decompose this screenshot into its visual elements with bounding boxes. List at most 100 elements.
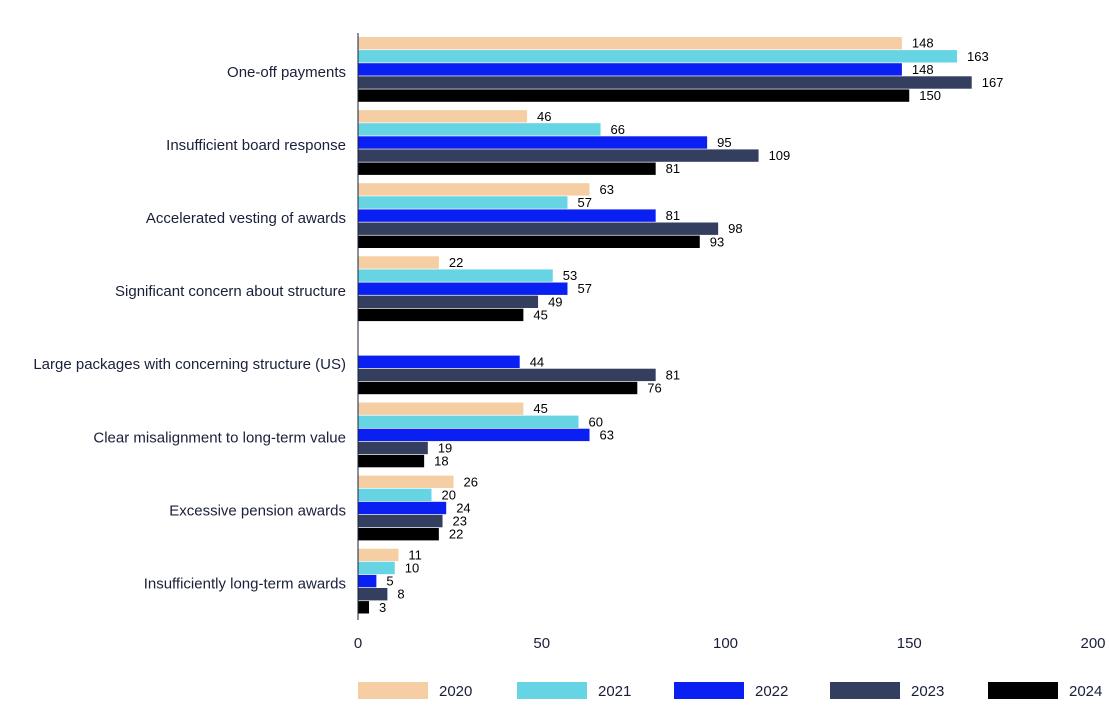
value-label: 49	[548, 294, 562, 309]
bar-2022-4	[358, 355, 520, 368]
value-label: 22	[449, 527, 463, 542]
value-label: 3	[379, 600, 386, 615]
bar-2024-5	[358, 454, 425, 468]
legend-swatch-2020	[358, 682, 428, 699]
bar-2022-5	[358, 428, 590, 442]
x-tick-label: 50	[533, 635, 550, 652]
value-label: 45	[533, 401, 547, 416]
category-label: Insufficient board response	[166, 137, 346, 154]
bar-2022-3	[358, 282, 568, 295]
bar-2020-3	[358, 256, 439, 269]
bar-2021-0	[358, 50, 958, 63]
bar-2024-1	[358, 162, 656, 175]
bar-2020-7	[358, 548, 399, 562]
category-label: Accelerated vesting of awards	[146, 210, 346, 227]
value-label: 22	[449, 255, 463, 270]
value-label: 44	[530, 354, 544, 369]
bar-2021-3	[358, 269, 553, 282]
bar-2023-3	[358, 295, 539, 308]
value-label: 11	[408, 547, 422, 562]
bar-2023-2	[358, 222, 719, 235]
category-labels-layer: One-off payments Insufficient board respo…	[33, 64, 346, 593]
legend: 2020 2021 2022 2023 2024	[358, 682, 1102, 700]
value-label: 19	[438, 441, 452, 456]
category-label: Large packages with concerning structure…	[33, 356, 346, 373]
bar-2023-0	[358, 76, 972, 89]
bar-2022-0	[358, 63, 902, 76]
bar-2024-6	[358, 528, 439, 541]
value-label: 109	[769, 148, 791, 163]
value-label: 98	[728, 221, 742, 236]
value-label: 95	[717, 135, 731, 150]
bar-2021-5	[358, 415, 579, 428]
value-label: 93	[710, 234, 724, 249]
x-tick-label: 0	[354, 635, 362, 652]
bar-2022-6	[358, 501, 447, 515]
category-label: Significant concern about structure	[115, 283, 346, 300]
value-label: 60	[589, 414, 603, 429]
value-label: 150	[919, 88, 941, 103]
legend-swatch-2023	[830, 682, 900, 699]
value-label: 57	[577, 281, 591, 296]
value-label: 63	[600, 182, 614, 197]
value-label: 148	[912, 36, 934, 51]
bar-2023-4	[358, 368, 656, 382]
value-label: 57	[577, 195, 591, 210]
legend-swatch-2022	[674, 682, 744, 699]
value-label: 81	[666, 208, 680, 223]
bar-2023-7	[358, 588, 388, 601]
legend-swatch-2021	[517, 682, 587, 699]
category-label: One-off payments	[227, 64, 346, 81]
legend-swatch-2024	[988, 682, 1058, 699]
axis-layer: 0 50 100 150 200	[354, 33, 1106, 652]
bar-2020-2	[358, 183, 590, 196]
bar-2022-2	[358, 209, 656, 222]
bar-2022-7	[358, 574, 377, 588]
value-label: 45	[533, 307, 547, 322]
bar-2021-7	[358, 561, 395, 575]
legend-label: 2024	[1069, 683, 1102, 700]
value-label: 46	[537, 109, 551, 124]
value-label: 81	[666, 161, 680, 176]
value-label: 23	[453, 514, 467, 529]
category-label: Excessive pension awards	[169, 502, 346, 519]
bar-2023-1	[358, 149, 759, 162]
bar-2024-4	[358, 381, 638, 395]
bar-2020-6	[358, 475, 454, 488]
bar-2024-3	[358, 308, 524, 322]
value-labels-layer: 148 163 148 167 150 46 66 95 109 81 63 57 81 98 93 22 53…	[379, 36, 1003, 615]
legend-label: 2023	[911, 683, 944, 700]
value-label: 24	[456, 501, 470, 516]
value-label: 76	[647, 381, 661, 396]
bar-2020-0	[358, 37, 902, 50]
value-label: 18	[434, 454, 448, 469]
bar-2021-2	[358, 196, 568, 209]
bar-2024-0	[358, 89, 910, 102]
value-label: 26	[464, 474, 478, 489]
bar-2024-7	[358, 601, 370, 614]
legend-label: 2021	[598, 683, 631, 700]
bar-2023-6	[358, 514, 443, 528]
bar-2021-1	[358, 123, 601, 136]
value-label: 5	[386, 574, 393, 589]
bar-2024-2	[358, 235, 700, 248]
value-label: 167	[982, 75, 1004, 90]
value-label: 8	[397, 587, 404, 602]
bars-layer	[358, 37, 972, 614]
value-label: 20	[442, 487, 456, 502]
bar-2021-6	[358, 488, 432, 502]
value-label: 66	[611, 122, 625, 137]
x-tick-label: 200	[1080, 635, 1105, 652]
value-label: 53	[563, 268, 577, 283]
category-label: Clear misalignment to long-term value	[93, 429, 346, 446]
category-label: Insufficiently long-term awards	[144, 575, 346, 592]
legend-label: 2022	[755, 683, 788, 700]
value-label: 63	[600, 427, 614, 442]
bar-2020-1	[358, 110, 528, 123]
bar-2022-1	[358, 136, 708, 149]
bar-2023-5	[358, 441, 428, 455]
x-tick-label: 100	[713, 635, 738, 652]
value-label: 163	[967, 49, 989, 64]
